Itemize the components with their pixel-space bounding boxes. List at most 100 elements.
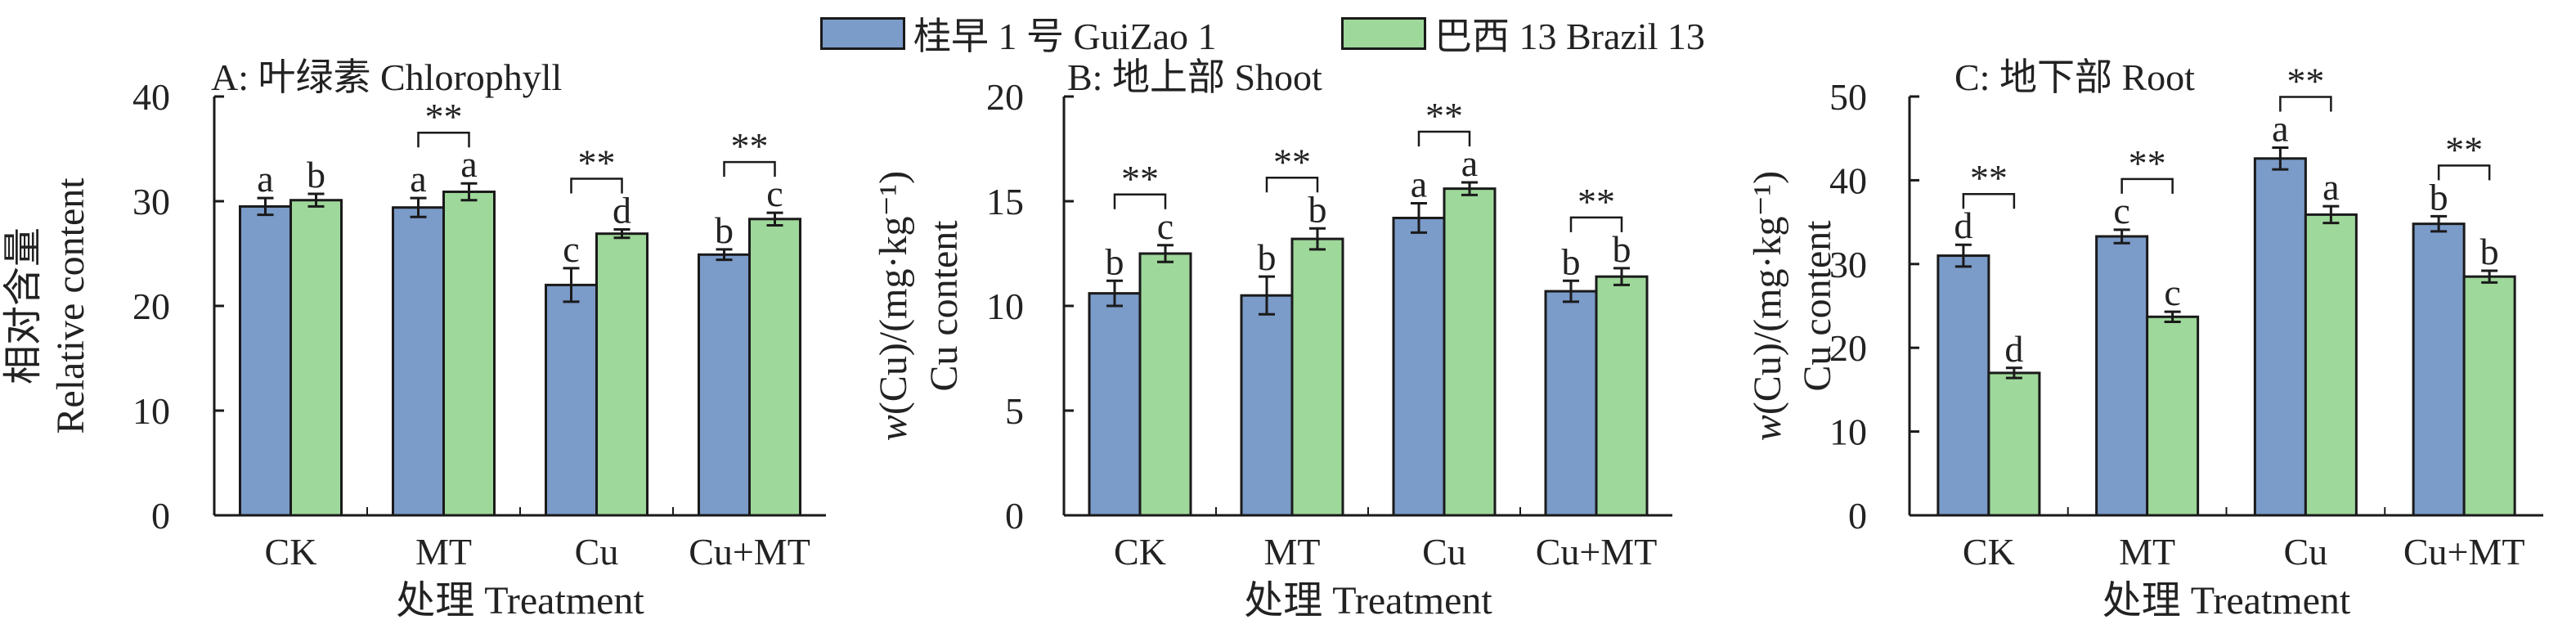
significance-letter: a bbox=[2322, 166, 2339, 208]
significance-letter: a bbox=[2272, 107, 2288, 149]
significance-stars: ** bbox=[1273, 141, 1311, 182]
significance-letter: d bbox=[2004, 328, 2023, 370]
significance-bracket bbox=[2279, 96, 2332, 112]
bar-guizao1 bbox=[1936, 254, 1990, 517]
significance-letter: c bbox=[766, 173, 783, 214]
significance-bracket bbox=[1265, 177, 1319, 193]
significance-bracket bbox=[417, 131, 470, 148]
x-tick-label: MT bbox=[415, 531, 472, 573]
y-tick-label: 40 bbox=[1829, 159, 1867, 201]
significance-bracket bbox=[1417, 130, 1471, 146]
x-tick-label: CK bbox=[265, 531, 317, 573]
x-axis-label: 处理 Treatment bbox=[396, 579, 644, 622]
y-tick-label: 30 bbox=[132, 181, 170, 222]
significance-letter: a bbox=[410, 158, 426, 200]
bar-guizao1 bbox=[1392, 216, 1446, 517]
legend-item-guizao1: 桂早 1 号 GuiZao 1 bbox=[820, 7, 1217, 61]
significance-bracket bbox=[570, 177, 623, 194]
legend-swatch-brazil13 bbox=[1341, 17, 1426, 50]
bar-brazil13 bbox=[1987, 371, 2041, 517]
significance-letter: d bbox=[613, 190, 631, 231]
x-tick-label: MT bbox=[1264, 531, 1321, 573]
y-tick-label: 20 bbox=[1829, 327, 1867, 369]
y-tick-label: 15 bbox=[986, 181, 1024, 222]
significance-stars: ** bbox=[1970, 157, 2008, 199]
x-tick-label: Cu+MT bbox=[689, 531, 810, 573]
significance-letter: c bbox=[2164, 272, 2180, 313]
significance-stars: ** bbox=[578, 142, 616, 184]
significance-stars: ** bbox=[2445, 128, 2483, 170]
y-tick-label: 0 bbox=[1005, 495, 1024, 537]
legend-label-brazil13: 巴西 13 Brazil 13 bbox=[1434, 16, 1705, 57]
bar-brazil13 bbox=[442, 190, 496, 517]
bar-brazil13 bbox=[1595, 275, 1649, 517]
significance-letter: c bbox=[563, 228, 579, 270]
chart-title: A: 叶绿素 Chlorophyll bbox=[211, 56, 562, 98]
y-axis-label-line1: w(Cu)/(mg·kg⁻¹) bbox=[1746, 171, 1789, 441]
bar-brazil13 bbox=[1138, 252, 1192, 517]
significance-stars: ** bbox=[2287, 60, 2324, 101]
bar-guizao1 bbox=[392, 206, 445, 517]
bar-brazil13 bbox=[1443, 187, 1497, 517]
significance-letter: b bbox=[1613, 228, 1631, 270]
y-tick-label: 0 bbox=[151, 495, 170, 537]
significance-bracket bbox=[2120, 177, 2174, 194]
y-axis-label-line2: Cu content bbox=[922, 220, 966, 392]
significance-bracket bbox=[1569, 216, 1623, 232]
chart-title: C: 地下部 Root bbox=[1954, 56, 2195, 98]
bar-guizao1 bbox=[1088, 292, 1142, 517]
significance-stars: ** bbox=[731, 125, 769, 167]
bar-guizao1 bbox=[2412, 222, 2466, 517]
bar-brazil13 bbox=[2146, 315, 2200, 517]
significance-letter: b bbox=[1258, 236, 1277, 278]
y-tick-label: 50 bbox=[1829, 76, 1867, 118]
significance-bracket bbox=[1962, 192, 2016, 209]
y-tick-label: 30 bbox=[1829, 244, 1867, 285]
legend-swatch-guizao1 bbox=[820, 17, 905, 50]
significance-letter: b bbox=[1308, 188, 1327, 230]
significance-bracket bbox=[723, 160, 776, 177]
bar-brazil13 bbox=[2304, 213, 2358, 517]
y-tick-label: 20 bbox=[986, 76, 1024, 118]
significance-letter: c bbox=[2113, 190, 2129, 231]
y-tick-label: 40 bbox=[132, 76, 170, 118]
x-tick-label: MT bbox=[2119, 531, 2175, 573]
significance-stars: ** bbox=[1425, 95, 1463, 137]
bar-guizao1 bbox=[239, 204, 292, 517]
bar-guizao1 bbox=[698, 253, 751, 517]
significance-stars: ** bbox=[425, 96, 463, 137]
x-tick-label: CK bbox=[1963, 531, 2015, 573]
x-tick-label: CK bbox=[1114, 531, 1166, 573]
significance-stars: ** bbox=[1121, 158, 1159, 200]
x-tick-label: Cu bbox=[575, 531, 619, 573]
bar-guizao1 bbox=[1544, 290, 1598, 517]
bar-brazil13 bbox=[748, 218, 801, 517]
y-tick-label: 0 bbox=[1848, 495, 1867, 537]
y-axis-label-line1: 相对含量 bbox=[2, 227, 45, 384]
x-tick-label: Cu+MT bbox=[2403, 531, 2525, 573]
significance-letter: b bbox=[2430, 176, 2448, 218]
x-tick-label: Cu+MT bbox=[1536, 531, 1658, 573]
y-axis-label-line1: w(Cu)/(mg·kg⁻¹) bbox=[872, 171, 915, 441]
y-tick-label: 20 bbox=[132, 285, 170, 327]
significance-stars: ** bbox=[1577, 181, 1615, 222]
chart-panel-2: 0 5 10 15 20 B: 地上部 Shoot w(Cu)/(mg·kg⁻¹) Cu co… bbox=[872, 56, 1672, 622]
bar-guizao1 bbox=[1240, 294, 1294, 517]
chart-panel-3: 0 10 20 30 40 50 C: 地下部 Root w(Cu)/(mg·kg⁻¹) Cu … bbox=[1746, 56, 2543, 622]
y-tick-label: 10 bbox=[986, 285, 1024, 327]
bar-brazil13 bbox=[1290, 237, 1344, 517]
significance-letter: a bbox=[1461, 142, 1478, 184]
x-axis-label: 处理 Treatment bbox=[2103, 579, 2351, 622]
significance-bracket bbox=[1113, 193, 1167, 209]
y-axis-label-line2: Relative content bbox=[49, 177, 92, 434]
bar-guizao1 bbox=[2253, 157, 2307, 517]
y-tick-label: 10 bbox=[132, 390, 170, 432]
significance-letter: a bbox=[1411, 164, 1427, 205]
significance-letter: b bbox=[715, 209, 734, 251]
significance-letter: c bbox=[1157, 205, 1174, 247]
legend-item-brazil13: 巴西 13 Brazil 13 bbox=[1341, 7, 1705, 61]
significance-letter: a bbox=[257, 158, 273, 200]
significance-stars: ** bbox=[2129, 142, 2166, 184]
legend: 桂早 1 号 GuiZao 1 巴西 13 Brazil 13 bbox=[0, 0, 2576, 57]
x-tick-label: Cu bbox=[1422, 531, 1466, 573]
